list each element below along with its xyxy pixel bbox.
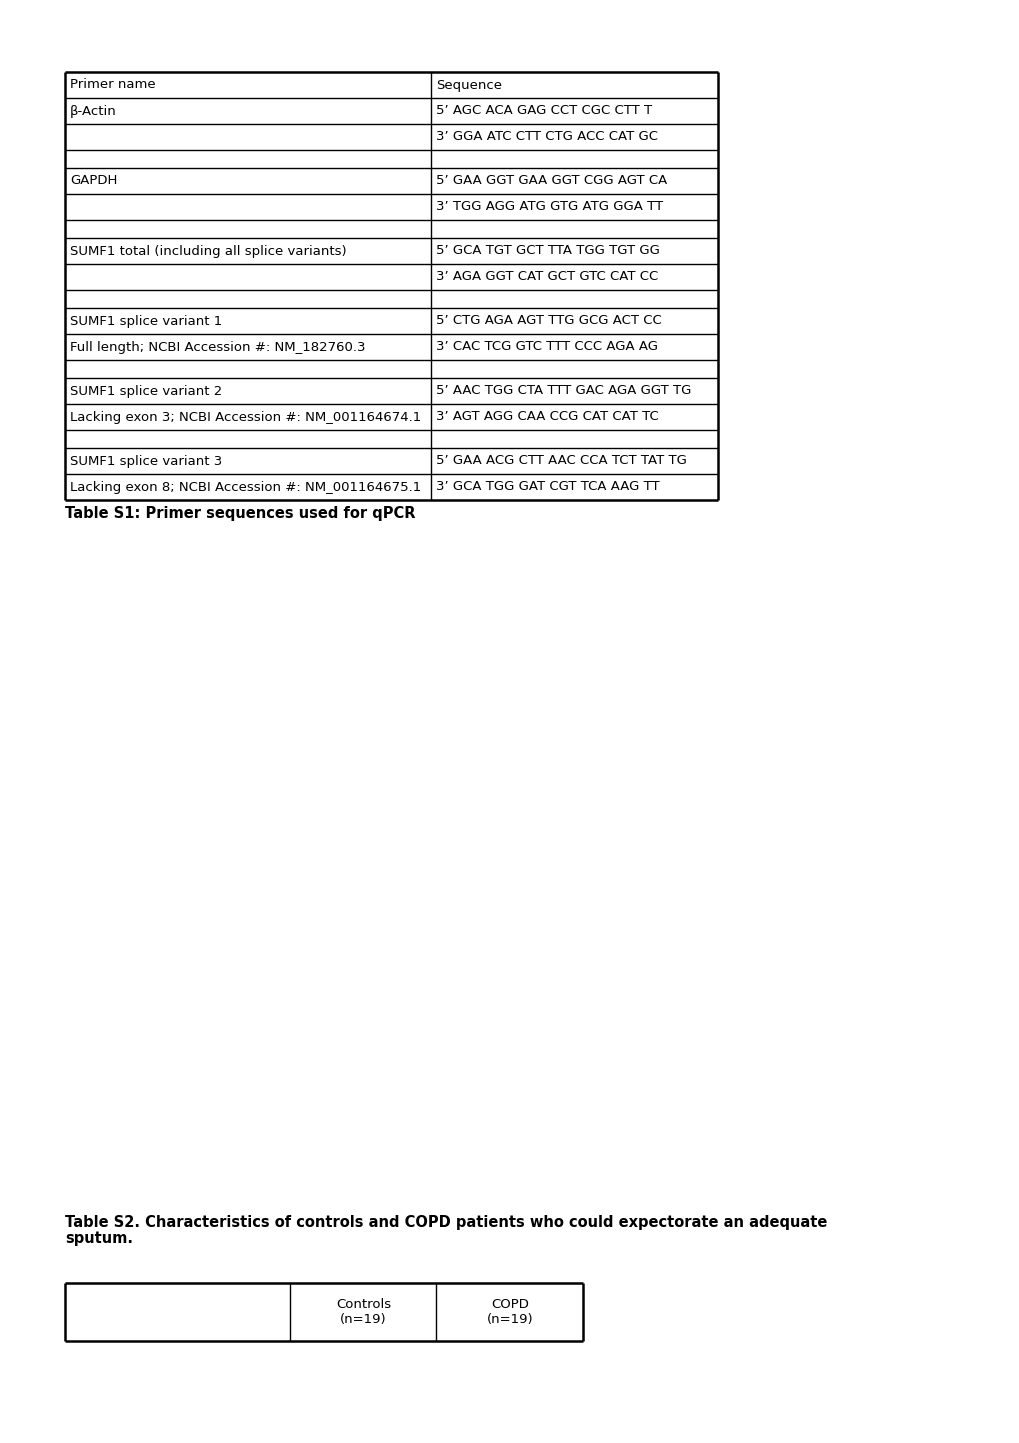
Text: GAPDH: GAPDH [70,175,117,188]
Text: SUMF1 splice variant 3: SUMF1 splice variant 3 [70,455,222,468]
Text: COPD
(n=19): COPD (n=19) [486,1299,533,1326]
Text: 5’ GAA ACG CTT AAC CCA TCT TAT TG: 5’ GAA ACG CTT AAC CCA TCT TAT TG [435,455,686,468]
Text: 3’ GGA ATC CTT CTG ACC CAT GC: 3’ GGA ATC CTT CTG ACC CAT GC [435,130,657,143]
Text: β-Actin: β-Actin [70,104,116,117]
Text: SUMF1 splice variant 2: SUMF1 splice variant 2 [70,384,222,397]
Text: 5’ AAC TGG CTA TTT GAC AGA GGT TG: 5’ AAC TGG CTA TTT GAC AGA GGT TG [435,384,691,397]
Text: Table S2. Characteristics of controls and COPD patients who could expectorate an: Table S2. Characteristics of controls an… [65,1215,826,1229]
Text: 5’ GCA TGT GCT TTA TGG TGT GG: 5’ GCA TGT GCT TTA TGG TGT GG [435,244,659,257]
Text: Table S1: Primer sequences used for qPCR: Table S1: Primer sequences used for qPCR [65,506,415,521]
Text: 3’ CAC TCG GTC TTT CCC AGA AG: 3’ CAC TCG GTC TTT CCC AGA AG [435,341,657,354]
Text: 3’ AGT AGG CAA CCG CAT CAT TC: 3’ AGT AGG CAA CCG CAT CAT TC [435,410,658,423]
Text: 5’ GAA GGT GAA GGT CGG AGT CA: 5’ GAA GGT GAA GGT CGG AGT CA [435,175,666,188]
Text: 5’ AGC ACA GAG CCT CGC CTT T: 5’ AGC ACA GAG CCT CGC CTT T [435,104,651,117]
Text: Lacking exon 8; NCBI Accession #: NM_001164675.1: Lacking exon 8; NCBI Accession #: NM_001… [70,481,421,494]
Text: SUMF1 splice variant 1: SUMF1 splice variant 1 [70,315,222,328]
Text: Full length; NCBI Accession #: NM_182760.3: Full length; NCBI Accession #: NM_182760… [70,341,365,354]
Text: Lacking exon 3; NCBI Accession #: NM_001164674.1: Lacking exon 3; NCBI Accession #: NM_001… [70,410,421,423]
Text: 3’ TGG AGG ATG GTG ATG GGA TT: 3’ TGG AGG ATG GTG ATG GGA TT [435,201,662,214]
Text: Controls
(n=19): Controls (n=19) [335,1299,390,1326]
Text: 5’ CTG AGA AGT TTG GCG ACT CC: 5’ CTG AGA AGT TTG GCG ACT CC [435,315,660,328]
Text: 3’ AGA GGT CAT GCT GTC CAT CC: 3’ AGA GGT CAT GCT GTC CAT CC [435,270,657,283]
Text: 3’ GCA TGG GAT CGT TCA AAG TT: 3’ GCA TGG GAT CGT TCA AAG TT [435,481,658,494]
Text: Primer name: Primer name [70,78,156,91]
Text: Sequence: Sequence [435,78,501,91]
Text: SUMF1 total (including all splice variants): SUMF1 total (including all splice varian… [70,244,346,257]
Text: sputum.: sputum. [65,1231,132,1245]
